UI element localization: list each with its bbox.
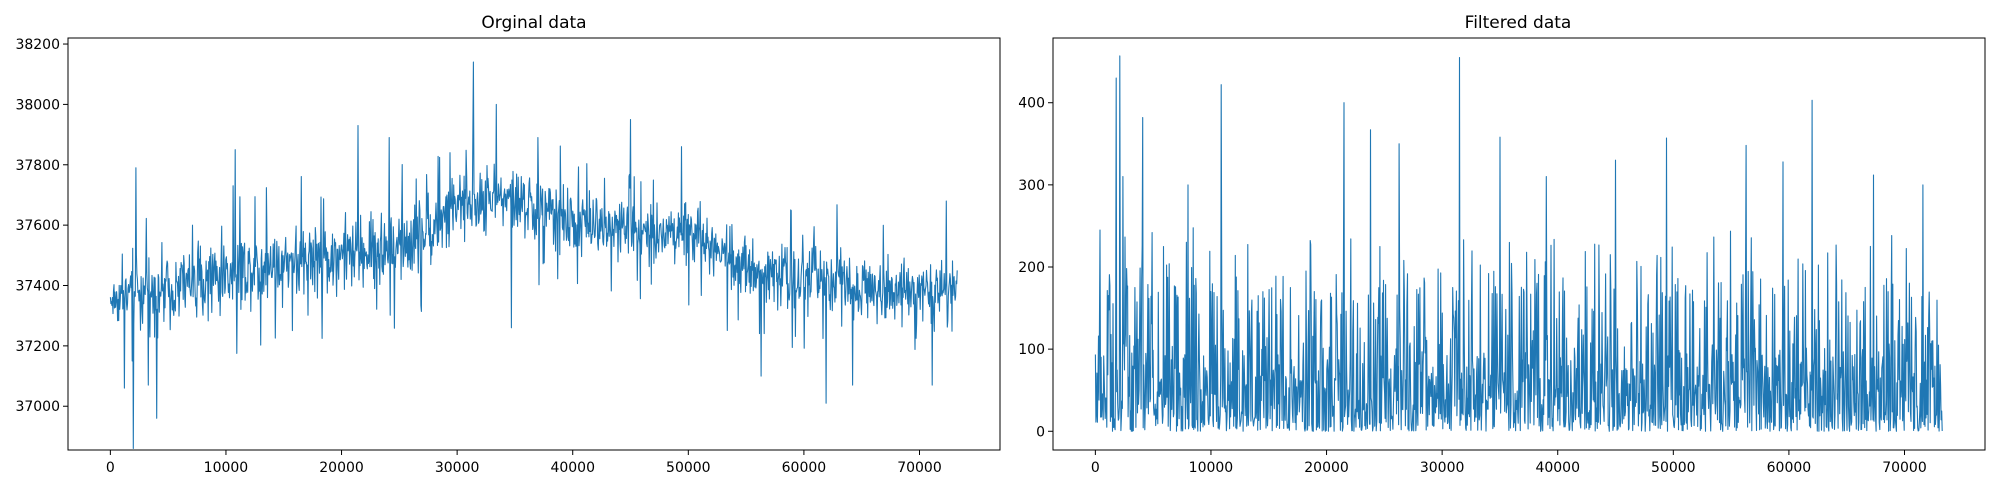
- y-tick-label: 38000: [15, 97, 60, 113]
- series-line: [109, 61, 958, 450]
- y-tick-label: 37600: [15, 218, 60, 234]
- y-tick-label: 37800: [15, 158, 60, 174]
- x-tick-label: 0: [1091, 460, 1100, 476]
- x-tick-label: 20000: [319, 460, 364, 476]
- x-tick-label: 10000: [1189, 460, 1234, 476]
- y-tick-label: 400: [1018, 96, 1045, 112]
- y-tick-label: 37000: [15, 399, 60, 415]
- y-tick-label: 100: [1018, 342, 1045, 358]
- plot-frame: [67, 37, 1001, 451]
- x-tick-label: 40000: [550, 460, 595, 476]
- series-line: [1094, 55, 1943, 432]
- x-tick-label: 20000: [1304, 460, 1349, 476]
- x-tick-label: 50000: [1651, 460, 1696, 476]
- y-tick-label: 37200: [15, 339, 60, 355]
- chart-title: Orginal data: [481, 13, 586, 33]
- y-tick-label: 37400: [15, 279, 60, 295]
- x-tick-label: 60000: [782, 460, 827, 476]
- original-data-chart: Orginal data 0 10000 20000 30000 40000 50000 6…: [15, 13, 1001, 476]
- y-tick-label: 0: [1036, 424, 1045, 440]
- y-tick-label: 200: [1018, 260, 1045, 276]
- plot-frame: [1052, 37, 1986, 451]
- x-tick-label: 40000: [1535, 460, 1580, 476]
- x-tick-label: 10000: [204, 460, 249, 476]
- x-tick-label: 70000: [1882, 460, 1927, 476]
- x-tick-label: 60000: [1767, 460, 1812, 476]
- x-tick-label: 30000: [1420, 460, 1465, 476]
- chart-title: Filtered data: [1465, 13, 1572, 33]
- x-tick-label: 0: [106, 460, 115, 476]
- y-tick-label: 300: [1018, 178, 1045, 194]
- filtered-data-chart: Filtered data 0 10000 20000 30000 40000 50000…: [1018, 13, 1986, 476]
- y-tick-label: 38200: [15, 37, 60, 53]
- x-tick-label: 50000: [666, 460, 711, 476]
- x-tick-label: 30000: [435, 460, 480, 476]
- x-tick-label: 70000: [897, 460, 942, 476]
